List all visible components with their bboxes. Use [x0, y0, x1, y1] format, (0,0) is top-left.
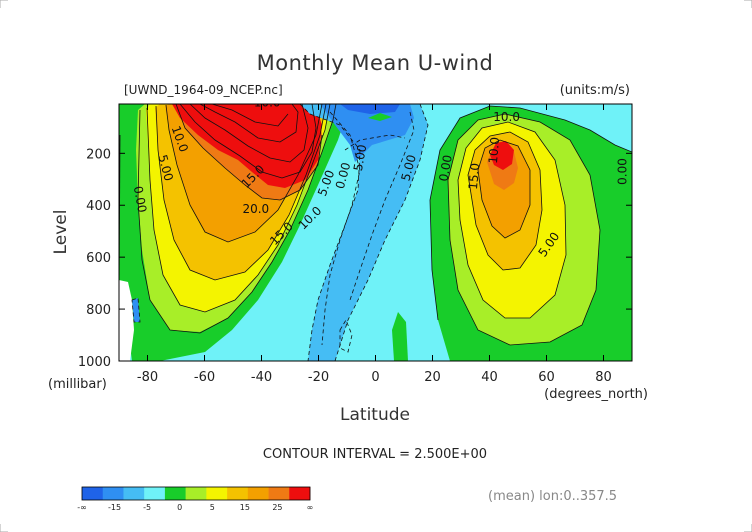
x-tick-label: 0 — [371, 370, 379, 385]
y-axis-ticks: 200 400 600 800 1000 — [78, 147, 632, 370]
units-label: (units:m/s) — [560, 83, 630, 98]
y-tick-label: 600 — [86, 251, 111, 266]
contour-label: 0.00 — [436, 154, 454, 183]
colorbar-swatch — [144, 487, 166, 500]
low-level-patch — [392, 312, 408, 361]
colorbar-swatch — [185, 487, 207, 500]
contour-label: 10.0 — [254, 96, 281, 110]
colorbar-label: -5 — [143, 503, 151, 512]
y-axis-unit: (millibar) — [48, 377, 107, 392]
contour-label: 5.00 — [398, 153, 418, 182]
x-tick-label: -60 — [194, 370, 215, 385]
y-tick-label: 800 — [86, 303, 111, 318]
shallow-westerly — [368, 113, 392, 121]
x-tick-label: -20 — [308, 370, 329, 385]
colorbar-label: -15 — [108, 503, 121, 512]
chart-title: Monthly Mean U-wind — [257, 51, 494, 75]
trop-easterly-10 — [340, 104, 400, 114]
contour-label: 5.00 — [155, 153, 175, 182]
colorbar-label: 15 — [240, 503, 250, 512]
colorbar-frame — [81, 486, 311, 501]
colorbar-swatch — [206, 487, 228, 500]
negative-contour-lines — [131, 104, 429, 361]
colorbar-label: ∞ — [307, 503, 314, 512]
colorbar-label: 5 — [210, 503, 215, 512]
colorbar-swatch — [227, 487, 249, 500]
x-tick-label: 20 — [424, 370, 441, 385]
colorbar-swatch — [289, 487, 311, 500]
contour-lines — [119, 104, 632, 346]
colorbar-swatch — [82, 487, 104, 500]
nh-jet-core — [490, 141, 514, 170]
y-tick-label: 200 — [86, 147, 111, 162]
x-axis-title: Latitude — [340, 405, 410, 425]
colorbar-swatch — [268, 487, 290, 500]
x-tick-label: -80 — [137, 370, 158, 385]
easterly-patch — [132, 298, 140, 322]
contour-interval: CONTOUR INTERVAL = 2.500E+00 — [263, 447, 487, 462]
x-tick-label: 60 — [538, 370, 555, 385]
dataset-label: [UWND_1964-09_NCEP.nc] — [124, 83, 283, 97]
contour-label: 0.00 — [615, 158, 629, 185]
colorbar-label: 0 — [177, 503, 182, 512]
x-tick-label: 40 — [481, 370, 498, 385]
colorbar-swatch — [123, 487, 145, 500]
trop-easterly-0 — [300, 104, 428, 361]
longitude-range: (mean) lon:0..357.5 — [488, 489, 617, 504]
y-axis-title: Level — [51, 210, 71, 255]
sh-jet-core — [172, 104, 322, 188]
x-axis-ticks: -80 -60 -40 -20 0 20 40 60 80 — [137, 104, 612, 385]
colorbar-swatch — [247, 487, 269, 500]
colorbar-label: 25 — [272, 503, 282, 512]
y-tick-label: 1000 — [78, 355, 111, 370]
trop-easterly-5 — [320, 104, 414, 162]
contour-field: 10.010.010.05.000.0015.020.015.010.05.00… — [119, 96, 632, 361]
contour-label: 0.00 — [333, 161, 353, 190]
colorbar: -∞ -15 -5 0 5 15 25 ∞ — [77, 486, 314, 512]
contour-label: 15.0 — [466, 162, 482, 190]
y-tick-label: 400 — [86, 199, 111, 214]
x-axis-unit: (degrees_north) — [544, 387, 648, 402]
colorbar-swatch — [102, 487, 124, 500]
x-tick-label: -40 — [251, 370, 272, 385]
x-tick-label: 80 — [595, 370, 612, 385]
contour-label: 5.00 — [351, 143, 369, 172]
colorbar-label: -∞ — [77, 503, 87, 512]
contour-label: 10.0 — [493, 110, 520, 124]
colorbar-swatch — [164, 487, 186, 500]
contour-label: 10.0 — [486, 136, 502, 164]
missing-data-region — [119, 280, 134, 361]
contour-label: 20.0 — [242, 202, 269, 216]
contour-label: 0.00 — [131, 185, 149, 214]
